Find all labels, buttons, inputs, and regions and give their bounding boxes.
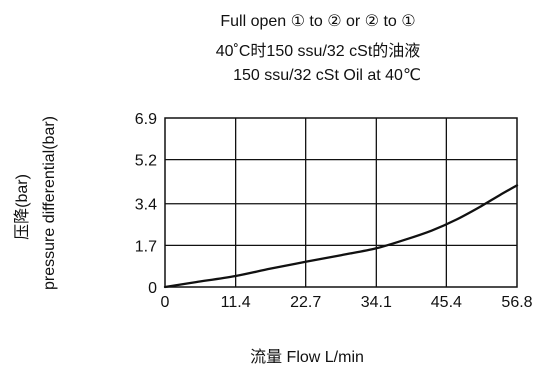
x-tick-label: 22.7 — [290, 294, 321, 311]
y-axis-title: 压降(bar) pressure differential(bar) — [13, 116, 58, 290]
x-tick-label: 0 — [161, 294, 170, 311]
x-tick-label: 34.1 — [361, 294, 392, 311]
chart-title-line-3: 150 ssu/32 cSt Oil at 40℃ — [233, 67, 421, 84]
x-axis-title: 流量 Flow L/min — [250, 348, 364, 366]
x-tick-labels: 0 11.4 22.7 34.1 45.4 56.8 — [161, 294, 533, 311]
plot-frame — [164, 117, 518, 288]
y-tick-label: 1.7 — [135, 238, 157, 255]
x-tick-label: 45.4 — [431, 294, 462, 311]
x-tick-label: 56.8 — [501, 294, 532, 311]
grid-lines — [165, 118, 517, 287]
chart-title-line-1: Full open ① to ② or ② to ① — [220, 13, 415, 30]
chart-title-block: Full open ① to ② or ② to ① 40˚C时150 ssu/… — [216, 13, 421, 84]
x-tick-label: 11.4 — [221, 294, 251, 311]
y-axis-title-line-1: 压降(bar) — [13, 174, 31, 240]
y-tick-label: 6.9 — [135, 111, 157, 128]
y-tick-labels: 0 1.7 3.4 5.2 6.9 — [135, 111, 157, 297]
plot-border — [164, 117, 518, 288]
chart-title-line-2: 40˚C时150 ssu/32 cSt的油液 — [216, 42, 421, 60]
y-tick-label: 5.2 — [135, 153, 157, 170]
y-tick-label: 0 — [148, 280, 157, 297]
series-line — [163, 184, 519, 289]
y-tick-label: 3.4 — [135, 197, 157, 214]
y-axis-title-line-2: pressure differential(bar) — [41, 116, 58, 290]
data-series — [163, 184, 519, 289]
